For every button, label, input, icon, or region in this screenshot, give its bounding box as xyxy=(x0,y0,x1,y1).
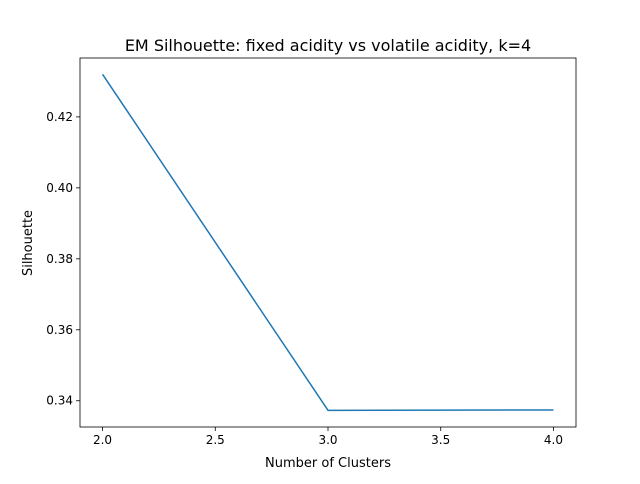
chart-title: EM Silhouette: fixed acidity vs volatile… xyxy=(125,36,531,55)
x-axis-label: Number of Clusters xyxy=(265,456,391,471)
y-tick-label: 0.38 xyxy=(46,252,73,266)
plot-area: 2.0 2.5 3.0 3.5 4.0 0.34 0.36 0.38 0.40 0.42 xyxy=(46,57,577,447)
x-tick-label: 2.5 xyxy=(206,433,225,447)
axes-frame xyxy=(79,57,577,428)
y-tick-label: 0.40 xyxy=(46,181,73,195)
x-tick-label: 4.0 xyxy=(544,433,563,447)
y-tick-label: 0.34 xyxy=(46,394,73,408)
x-tick-label: 3.5 xyxy=(431,433,450,447)
x-tick-label: 3.0 xyxy=(318,433,337,447)
y-axis-label: Silhouette xyxy=(21,210,36,276)
y-tick-label: 0.36 xyxy=(46,323,73,337)
y-tick-label: 0.42 xyxy=(46,110,73,124)
x-tick-label: 2.0 xyxy=(93,433,112,447)
series-line-0 xyxy=(101,73,554,412)
